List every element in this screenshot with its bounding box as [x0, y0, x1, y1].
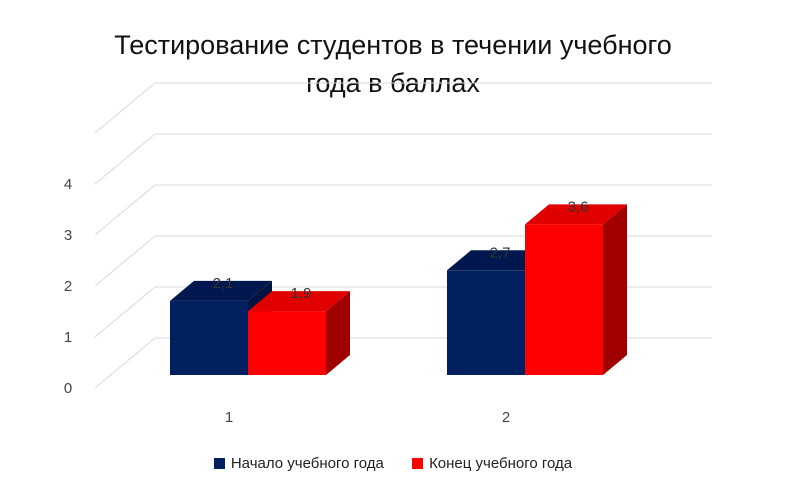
- bar-side-0-1: [326, 291, 350, 375]
- bar-0-0: [170, 300, 248, 375]
- x-tick-label-0: 1: [225, 409, 233, 426]
- x-tick-label-1: 2: [502, 409, 510, 426]
- legend-swatch-end: [412, 458, 424, 469]
- gridline-side-4: [94, 133, 156, 185]
- legend-item-end: Конец учебного года: [412, 455, 572, 472]
- data-label-1-1: 3,6: [568, 198, 589, 215]
- y-tick-label-2: 2: [64, 278, 72, 295]
- y-tick-label-0: 0: [64, 380, 72, 397]
- chart-title-line-1: Тестирование студентов в течении учебног…: [114, 30, 672, 60]
- gridline-side-1: [94, 286, 156, 338]
- bar-0-1: [248, 311, 326, 375]
- legend: Начало учебного года Конец учебного года: [0, 455, 786, 472]
- bar-1-1: [525, 224, 603, 375]
- chart-labels: 0 1 2 3 4 2,1 1,9 1 2,7 3,6 2: [64, 176, 589, 426]
- data-label-1-0: 2,7: [490, 244, 511, 261]
- bar-top-1-1: [525, 204, 627, 225]
- y-tick-label-4: 4: [64, 176, 72, 193]
- legend-item-start: Начало учебного года: [213, 455, 384, 472]
- data-label-0-0: 2,1: [213, 275, 234, 292]
- y-tick-label-3: 3: [64, 227, 72, 244]
- legend-label-start: Начало учебного года: [230, 455, 384, 472]
- bar-side-1-1: [603, 204, 627, 375]
- bar-top-0-1: [248, 291, 350, 312]
- data-label-0-1: 1,9: [291, 285, 312, 302]
- bar-top-1-0: [447, 250, 549, 271]
- gridline-side-3: [94, 184, 156, 236]
- chart-bars: [170, 204, 627, 375]
- y-tick-label-1: 1: [64, 329, 72, 346]
- legend-label-end: Конец учебного года: [429, 455, 573, 472]
- gridline-side-0: [94, 337, 156, 389]
- legend-swatch-start: [213, 458, 225, 469]
- gridline-side-5: [94, 82, 156, 134]
- gridline-side-2: [94, 235, 156, 287]
- bar-1-0: [447, 270, 525, 375]
- bar-top-0-0: [170, 280, 272, 301]
